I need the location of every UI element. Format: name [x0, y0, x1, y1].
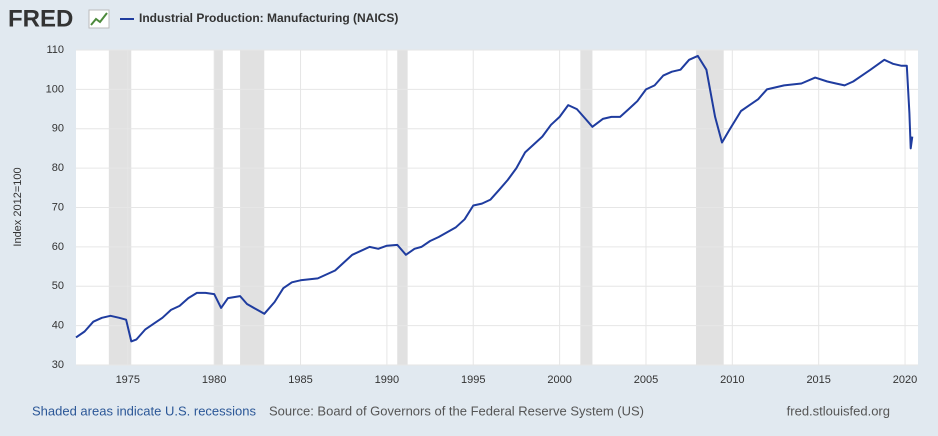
x-tick-label: 1980: [202, 374, 226, 386]
y-tick-label: 80: [52, 162, 64, 174]
logo-icon: [88, 9, 110, 29]
footer-note: Shaded areas indicate U.S. recessions: [32, 403, 257, 418]
x-tick-label: 2020: [893, 374, 917, 386]
footer-source: Source: Board of Governors of the Federa…: [269, 403, 644, 418]
x-tick-label: 1995: [461, 374, 485, 386]
legend-label: Industrial Production: Manufacturing (NA…: [139, 11, 398, 25]
y-tick-label: 110: [46, 44, 64, 56]
y-tick-label: 60: [52, 241, 64, 253]
x-tick-label: 2005: [634, 374, 658, 386]
x-tick-label: 1975: [116, 374, 140, 386]
y-tick-label: 30: [52, 359, 64, 371]
x-tick-label: 2000: [547, 374, 571, 386]
y-tick-label: 50: [52, 280, 64, 292]
x-tick-label: 2015: [806, 374, 830, 386]
y-tick-label: 90: [52, 123, 64, 135]
y-tick-label: 100: [46, 83, 64, 95]
footer-url: fred.stlouisfed.org: [787, 403, 890, 418]
x-tick-label: 1985: [288, 374, 312, 386]
y-tick-label: 70: [52, 201, 64, 213]
data-line: [75, 54, 914, 343]
x-tick-label: 1990: [375, 374, 399, 386]
y-tick-label: 40: [52, 320, 64, 332]
x-tick-label: 2010: [720, 374, 744, 386]
logo: FRED: [8, 5, 73, 32]
y-axis-label: Index 2012=100: [12, 167, 24, 246]
